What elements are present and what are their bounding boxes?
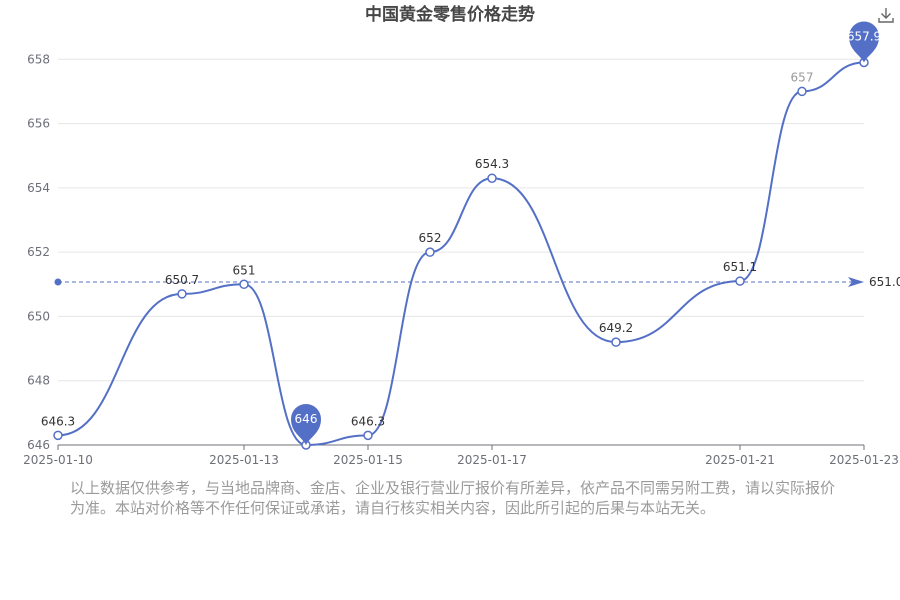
extreme-markers: 646 657.9: [291, 21, 881, 445]
data-point: [363, 430, 373, 441]
y-tick-label: 650: [27, 309, 50, 323]
data-label: 651.1: [723, 260, 757, 274]
data-point: [611, 337, 621, 347]
min-marker: 646: [291, 404, 321, 445]
min-marker-label: 646: [295, 412, 318, 426]
max-marker-shape: [849, 21, 879, 63]
data-point: [735, 276, 745, 286]
y-tick-label: 646: [27, 438, 50, 452]
max-marker-label: 657.9: [847, 30, 881, 44]
y-tick-label: 652: [27, 245, 50, 259]
data-label: 651: [233, 263, 256, 277]
data-label: 657: [791, 70, 814, 84]
data-point: [487, 173, 497, 183]
x-tick-label: 2025-01-17: [457, 453, 527, 467]
disclaimer-text: 以上数据仅供参考，与当地品牌商、金店、企业及银行营业厅报价有所差异，依产品不同需…: [70, 479, 836, 517]
x-tick-label: 2025-01-15: [333, 453, 403, 467]
data-label: 646.3: [41, 414, 75, 428]
download-icon[interactable]: [878, 8, 894, 23]
price-trend-chart: 中国黄金零售价格走势 646 648 650 652 654 656 658 2025-01-…: [23, 4, 900, 467]
data-label: 652: [419, 231, 442, 245]
min-marker-shape: [291, 404, 321, 445]
grid-lines: [58, 58, 864, 382]
data-point: [425, 247, 435, 257]
data-point: [53, 430, 63, 441]
y-tick-label: 648: [27, 374, 50, 388]
data-label: 649.2: [599, 321, 633, 335]
x-tick-label: 2025-01-13: [209, 453, 279, 467]
data-point: [797, 86, 807, 97]
data-labels: 646.3 650.7 651 646.3 652 654.3 649.2 651.1 657: [41, 70, 814, 428]
max-marker: 657.9: [847, 21, 881, 63]
x-tick-label: 2025-01-21: [705, 453, 775, 467]
data-label: 650.7: [165, 273, 199, 287]
y-tick-label: 654: [27, 181, 50, 195]
series-line: [57, 61, 865, 447]
y-tick-label: 656: [27, 117, 50, 131]
series-gold-price: [53, 57, 869, 450]
y-tick-label: 658: [27, 52, 50, 66]
average-line: 651.0: [54, 275, 900, 289]
data-point: [177, 289, 187, 299]
average-line-label: 651.0: [869, 275, 900, 289]
axes: 646 648 650 652 654 656 658 2025-01-10 2025-01-1…: [23, 52, 899, 467]
x-tick-label: 2025-01-23: [829, 453, 899, 467]
data-label: 654.3: [475, 157, 509, 171]
average-line-start: [54, 278, 62, 286]
average-line-arrow: [848, 277, 864, 288]
data-label: 646.3: [351, 414, 385, 428]
chart-title: 中国黄金零售价格走势: [365, 4, 535, 25]
data-point: [239, 279, 249, 290]
x-tick-label: 2025-01-10: [23, 453, 93, 467]
